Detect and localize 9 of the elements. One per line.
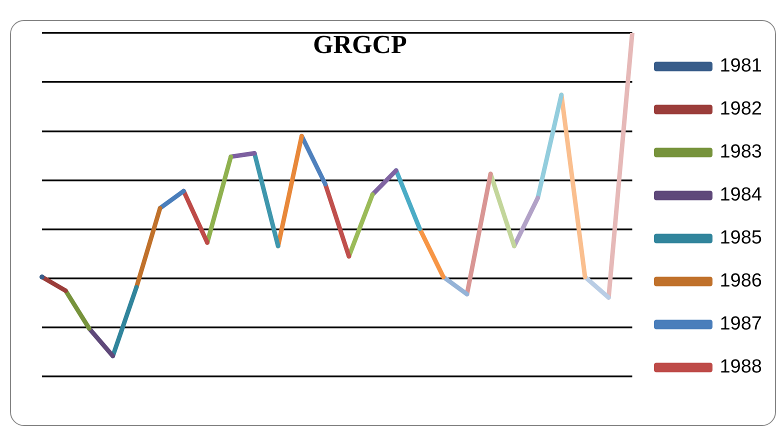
legend-label: 1985 xyxy=(720,228,762,249)
legend-label: 1987 xyxy=(720,314,762,335)
legend-label: 1981 xyxy=(720,56,762,77)
chart-title: GRGCP xyxy=(312,30,408,60)
legend-label: 1984 xyxy=(720,184,762,206)
legend-label: 1988 xyxy=(720,356,762,378)
legend-label: 1986 xyxy=(720,270,762,292)
legend-label: 1983 xyxy=(720,142,762,163)
legend-label: 1982 xyxy=(720,98,762,120)
